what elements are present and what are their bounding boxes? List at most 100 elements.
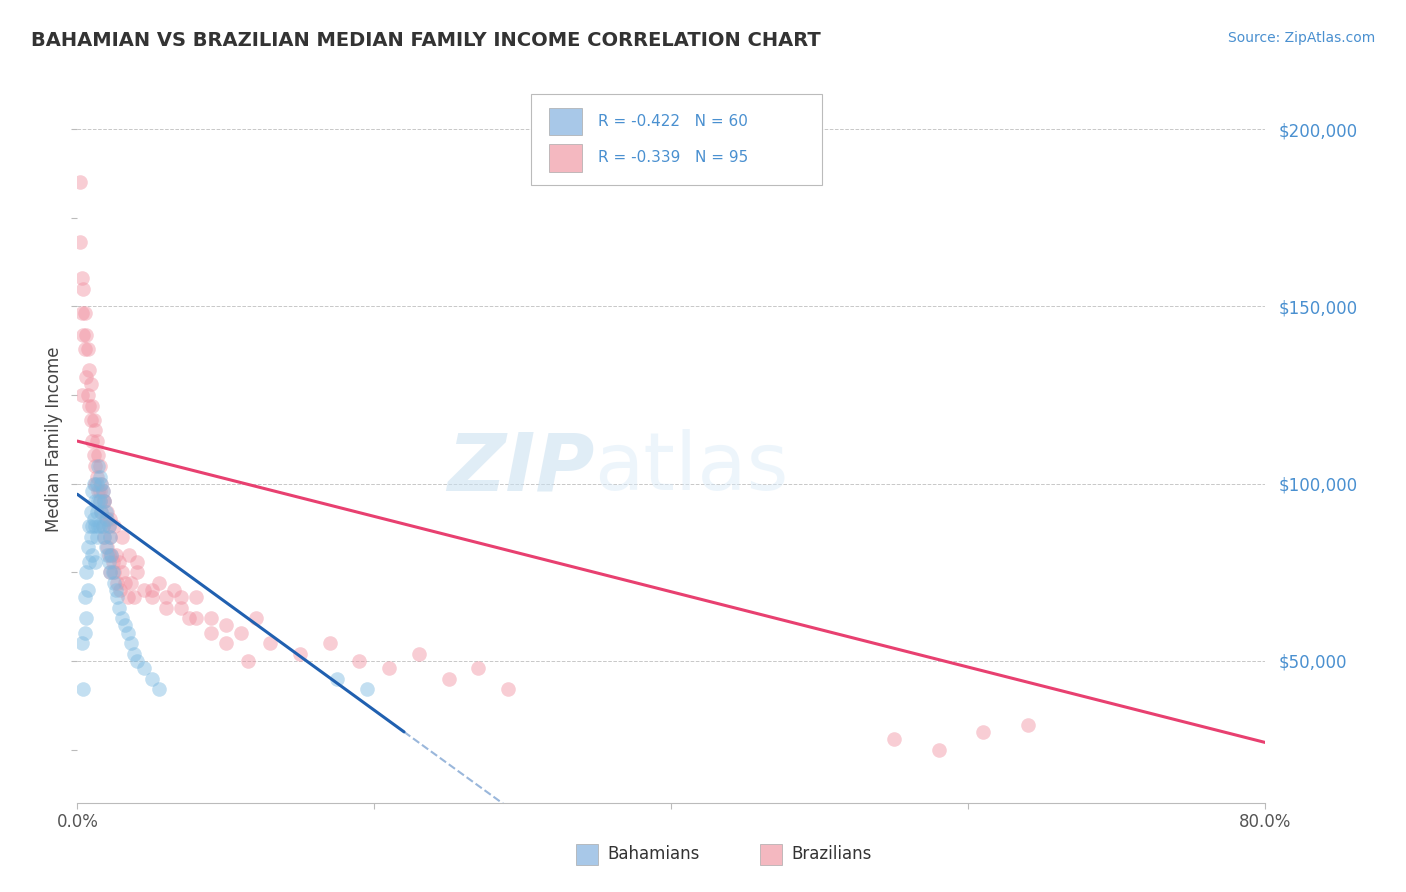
- Point: [114, 576, 136, 591]
- Point: [91, 519, 114, 533]
- Point: [170, 600, 193, 615]
- Point: [186, 611, 208, 625]
- Point: [69, 235, 91, 250]
- Point: [91, 483, 114, 498]
- Point: [89, 483, 111, 498]
- Y-axis label: Median Family Income: Median Family Income: [45, 347, 63, 532]
- Point: [96, 541, 118, 555]
- Point: [326, 672, 349, 686]
- Point: [84, 519, 107, 533]
- Point: [408, 647, 430, 661]
- Point: [229, 625, 252, 640]
- FancyBboxPatch shape: [531, 94, 823, 185]
- Point: [103, 576, 125, 591]
- Point: [72, 327, 94, 342]
- Point: [89, 519, 111, 533]
- Point: [96, 505, 118, 519]
- Point: [82, 519, 104, 533]
- Point: [200, 611, 222, 625]
- Point: [73, 590, 96, 604]
- Point: [215, 618, 238, 632]
- Bar: [548, 108, 582, 136]
- Point: [75, 611, 97, 625]
- Point: [91, 519, 114, 533]
- Point: [84, 555, 107, 569]
- Point: [93, 494, 115, 508]
- Point: [200, 625, 222, 640]
- Point: [80, 377, 103, 392]
- Point: [87, 519, 110, 533]
- Point: [94, 505, 117, 519]
- Text: Source: ZipAtlas.com: Source: ZipAtlas.com: [1227, 31, 1375, 45]
- Point: [111, 566, 134, 580]
- Point: [349, 654, 371, 668]
- Bar: [576, 844, 598, 865]
- Point: [77, 519, 100, 533]
- Point: [86, 469, 108, 483]
- Point: [437, 672, 460, 686]
- Point: [86, 476, 108, 491]
- Point: [80, 413, 103, 427]
- Text: Brazilians: Brazilians: [792, 845, 872, 863]
- Point: [120, 636, 142, 650]
- Point: [107, 590, 129, 604]
- Bar: [761, 844, 782, 865]
- Point: [93, 494, 115, 508]
- Point: [98, 530, 121, 544]
- Point: [76, 541, 98, 555]
- Point: [83, 476, 105, 491]
- Point: [90, 505, 112, 519]
- Point: [90, 476, 112, 491]
- Point: [97, 519, 120, 533]
- Point: [125, 654, 148, 668]
- Point: [86, 434, 108, 448]
- Point: [496, 682, 519, 697]
- Text: atlas: atlas: [595, 429, 789, 508]
- Point: [83, 413, 105, 427]
- Point: [93, 494, 115, 508]
- Point: [120, 576, 142, 591]
- Point: [155, 590, 177, 604]
- Point: [378, 661, 401, 675]
- Point: [101, 555, 124, 569]
- Point: [76, 342, 98, 356]
- Point: [87, 494, 110, 508]
- Point: [259, 636, 281, 650]
- Point: [170, 590, 193, 604]
- Point: [82, 483, 104, 498]
- Point: [77, 363, 100, 377]
- Point: [83, 512, 105, 526]
- Point: [86, 530, 108, 544]
- Point: [75, 370, 97, 384]
- Bar: [548, 145, 582, 172]
- Point: [108, 600, 131, 615]
- Point: [101, 566, 124, 580]
- Point: [97, 519, 120, 533]
- Point: [141, 590, 163, 604]
- Point: [107, 576, 129, 591]
- Point: [125, 566, 148, 580]
- Text: ZIP: ZIP: [447, 429, 595, 508]
- Point: [90, 476, 112, 491]
- Point: [80, 530, 103, 544]
- Point: [972, 724, 994, 739]
- Point: [148, 682, 170, 697]
- Point: [77, 399, 100, 413]
- Point: [70, 306, 93, 320]
- Point: [103, 566, 125, 580]
- Point: [98, 566, 121, 580]
- Point: [1017, 718, 1039, 732]
- Text: BAHAMIAN VS BRAZILIAN MEDIAN FAMILY INCOME CORRELATION CHART: BAHAMIAN VS BRAZILIAN MEDIAN FAMILY INCO…: [31, 31, 821, 50]
- Text: Bahamians: Bahamians: [607, 845, 700, 863]
- Point: [96, 512, 118, 526]
- Point: [86, 505, 108, 519]
- Point: [89, 494, 111, 508]
- Point: [69, 175, 91, 189]
- Point: [94, 541, 117, 555]
- Point: [98, 530, 121, 544]
- Point: [104, 548, 127, 562]
- Point: [72, 682, 94, 697]
- Point: [82, 548, 104, 562]
- Point: [122, 590, 145, 604]
- Point: [89, 494, 111, 508]
